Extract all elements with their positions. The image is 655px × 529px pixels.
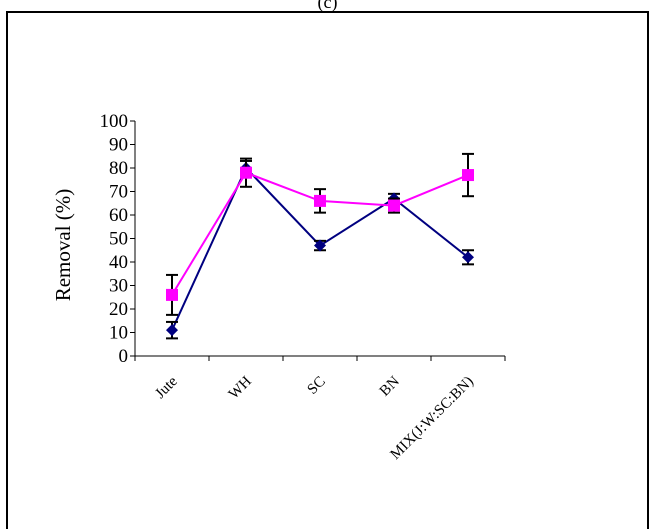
y-tick-label: 70 (109, 182, 128, 203)
series-2-point (388, 199, 400, 212)
x-category-label: BN (377, 373, 403, 399)
x-category-label: Jute (152, 373, 181, 402)
series-2-point (462, 169, 474, 182)
series-layer (166, 152, 474, 340)
y-tick-label: 30 (109, 276, 128, 297)
series-1-point (166, 324, 178, 337)
y-tick-label: 90 (109, 135, 128, 156)
x-category-label: WH (226, 373, 255, 402)
y-tick-label: 20 (109, 299, 128, 320)
y-tick-label: 80 (109, 158, 128, 179)
page-title: (c) (317, 0, 338, 12)
y-tick-label: 10 (109, 323, 128, 344)
chart-frame (6, 11, 649, 529)
series-1-point (314, 239, 326, 252)
series-2-point (314, 194, 326, 207)
y-tick-label: 50 (109, 229, 128, 250)
x-category-label: SC (305, 374, 329, 398)
y-tick-label: 100 (100, 111, 129, 132)
series-2-point (240, 166, 252, 179)
x-category-label: MIX(J:W:SC:BN) (388, 374, 477, 463)
y-tick-label: 60 (109, 205, 128, 226)
y-axis-title: Removal (%) (51, 189, 75, 302)
series-2-point (166, 288, 178, 301)
y-tick-label: 40 (109, 252, 128, 273)
y-tick-label: 0 (119, 346, 129, 367)
series-1-point (462, 251, 474, 264)
